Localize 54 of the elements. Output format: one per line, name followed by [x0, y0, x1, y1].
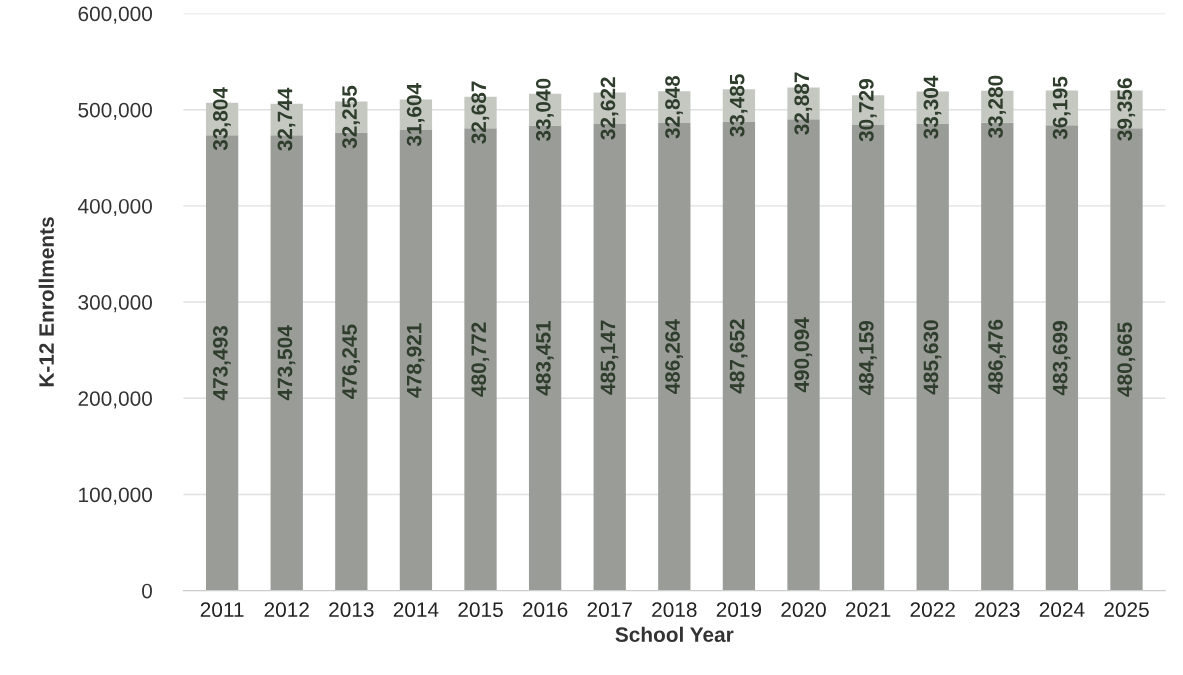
data-label: 32,255 — [342, 85, 360, 149]
data-label: 33,040 — [535, 78, 554, 142]
x-tick-label: 2025 — [1104, 602, 1149, 618]
data-label: 32,848 — [665, 75, 683, 139]
y-tick-label: 300,000 — [78, 295, 152, 313]
y-tick-label: 400,000 — [77, 198, 152, 217]
x-axis-title: School Year — [615, 626, 734, 643]
data-label: 480,665 — [1117, 322, 1136, 397]
data-label: 31,604 — [406, 83, 425, 147]
data-label: 32,887 — [794, 72, 813, 135]
data-label: 39,356 — [1117, 78, 1136, 141]
y-axis-title: K-12 Enrollments — [38, 217, 54, 387]
data-label: 33,804 — [212, 87, 231, 151]
x-tick-label: 2016 — [522, 602, 568, 618]
x-tick-label: 2013 — [329, 602, 374, 618]
data-label: 490,094 — [794, 317, 813, 393]
y-tick-label: 500,000 — [78, 102, 152, 120]
x-tick-label: 2024 — [1039, 602, 1085, 618]
data-label: 485,147 — [600, 320, 619, 395]
data-label: 483,699 — [1052, 321, 1071, 396]
data-label: 486,264 — [665, 319, 683, 395]
data-label: 487,652 — [729, 319, 748, 394]
data-label: 32,622 — [600, 77, 619, 140]
x-tick-label: 2012 — [264, 602, 309, 618]
x-tick-label: 2023 — [975, 602, 1020, 618]
data-label: 473,504 — [277, 325, 296, 401]
data-label: 33,485 — [729, 74, 748, 137]
data-label: 32,687 — [471, 81, 490, 144]
data-label: 473,493 — [212, 326, 231, 401]
data-label: 485,630 — [923, 320, 942, 395]
y-tick-label: 0 — [142, 583, 152, 599]
data-label: 478,921 — [406, 323, 425, 398]
y-tick-label: 100,000 — [79, 487, 152, 505]
y-tick-label: 600,000 — [78, 6, 152, 24]
data-label: 480,772 — [471, 322, 490, 397]
data-label: 33,280 — [988, 75, 1006, 139]
data-label: 30,729 — [858, 79, 877, 142]
x-tick-label: 2015 — [458, 602, 503, 618]
data-label: 32,744 — [277, 87, 296, 151]
x-tick-label: 2017 — [587, 602, 632, 618]
data-label: 36,195 — [1052, 76, 1071, 140]
y-tick-label: 200,000 — [78, 391, 152, 409]
x-tick-label: 2014 — [393, 602, 439, 618]
x-tick-label: 2011 — [200, 602, 244, 618]
data-label: 476,245 — [342, 324, 360, 399]
x-tick-label: 2019 — [716, 602, 762, 618]
x-tick-label: 2018 — [652, 602, 697, 618]
data-label: 486,476 — [988, 319, 1006, 394]
x-tick-label: 2021 — [845, 602, 891, 618]
data-label: 484,159 — [858, 320, 877, 396]
x-tick-label: 2022 — [910, 602, 955, 618]
data-label: 33,304 — [923, 75, 942, 139]
data-label: 483,451 — [535, 321, 554, 396]
x-tick-label: 2020 — [781, 602, 826, 618]
